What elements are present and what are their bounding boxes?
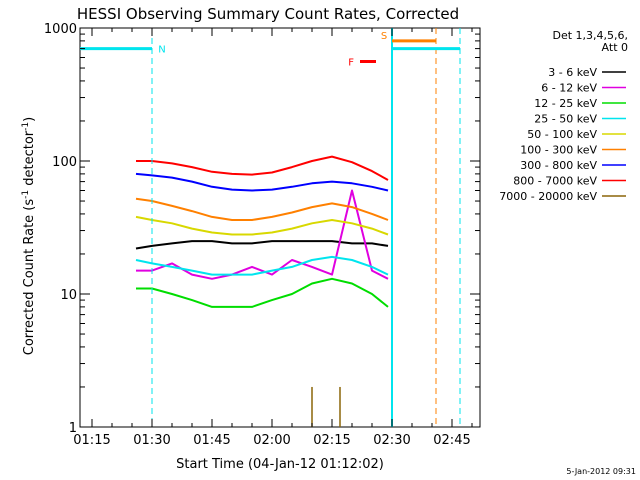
x-tick-label-4: 02:15 [313,433,350,448]
y-tick-label-1: 10 [60,288,77,303]
x-axis-label: Start Time (04-Jan-12 01:12:02) [176,457,384,472]
footer-timestamp: 5-Jan-2012 09:31 [566,467,636,476]
legend: Det 1,3,4,5,6, Att 0 3 - 6 keV 6 - 12 keV… [499,29,628,203]
legend-label-7: 800 - 7000 keV [513,175,597,188]
x-tick-label-6: 02:45 [433,433,470,448]
legend-label-5: 100 - 300 keV [520,144,597,157]
x-tick-label-3: 02:00 [253,433,290,448]
y-axis-label-main: Corrected Count Rate (s [22,199,37,356]
legend-label-1: 6 - 12 keV [541,82,597,95]
series-line-0 [135,240,389,250]
legend-label-3: 25 - 50 keV [534,113,597,126]
x-tick-label-1: 01:30 [133,433,170,448]
legend-header-2: Att 0 [602,41,628,54]
x-tick-label-2: 01:45 [193,433,230,448]
series-line-5 [135,197,389,221]
series-line-7 [136,155,389,181]
y-axis-label: Corrected Count Rate (s-1 detector-1) [21,117,37,355]
x-tick-label-5: 02:30 [373,433,410,448]
annotation-bars: N S F [80,31,460,68]
annotation-label-2: S [381,31,387,42]
annotation-label-0: N [158,45,165,56]
series-line-4 [135,215,389,236]
legend-items: 3 - 6 keV 6 - 12 keV 12 - 25 keV 25 - 50 ke… [499,66,626,203]
legend-label-8: 7000 - 20000 keV [499,190,597,203]
series-line-1 [136,189,389,280]
time-markers [151,28,461,427]
x-tick-label-0: 01:15 [73,433,110,448]
annotation-label-3: F [348,57,354,68]
series-line-6 [135,172,389,192]
series-line-2 [136,277,389,308]
legend-header-1: Det 1,3,4,5,6, [552,29,628,42]
legend-label-0: 3 - 6 keV [548,66,597,79]
plot-area: N S F [79,27,481,428]
y-tick-label-3: 1000 [44,22,77,37]
series-line-3 [135,255,389,276]
y-tick-label-2: 100 [52,155,77,170]
y-tick-label-0: 1 [69,421,77,436]
series-lines [135,155,389,427]
y-axis-ticks: 1 10 100 1000 [44,22,480,436]
y-axis-label-sup2: -1 [21,122,31,131]
plot-frame [79,27,481,428]
legend-label-2: 12 - 25 keV [534,97,597,110]
y-axis-label-mid: detector [22,130,37,190]
legend-label-6: 300 - 800 keV [520,159,597,172]
y-axis-label-end: ) [22,117,37,122]
legend-label-4: 50 - 100 keV [527,128,597,141]
chart-title: HESSI Observing Summary Count Rates, Cor… [77,5,459,23]
y-axis-label-sup1: -1 [21,190,31,199]
x-axis-ticks: 01:15 01:30 01:45 02:00 02:15 02:30 02:45 [73,28,473,448]
